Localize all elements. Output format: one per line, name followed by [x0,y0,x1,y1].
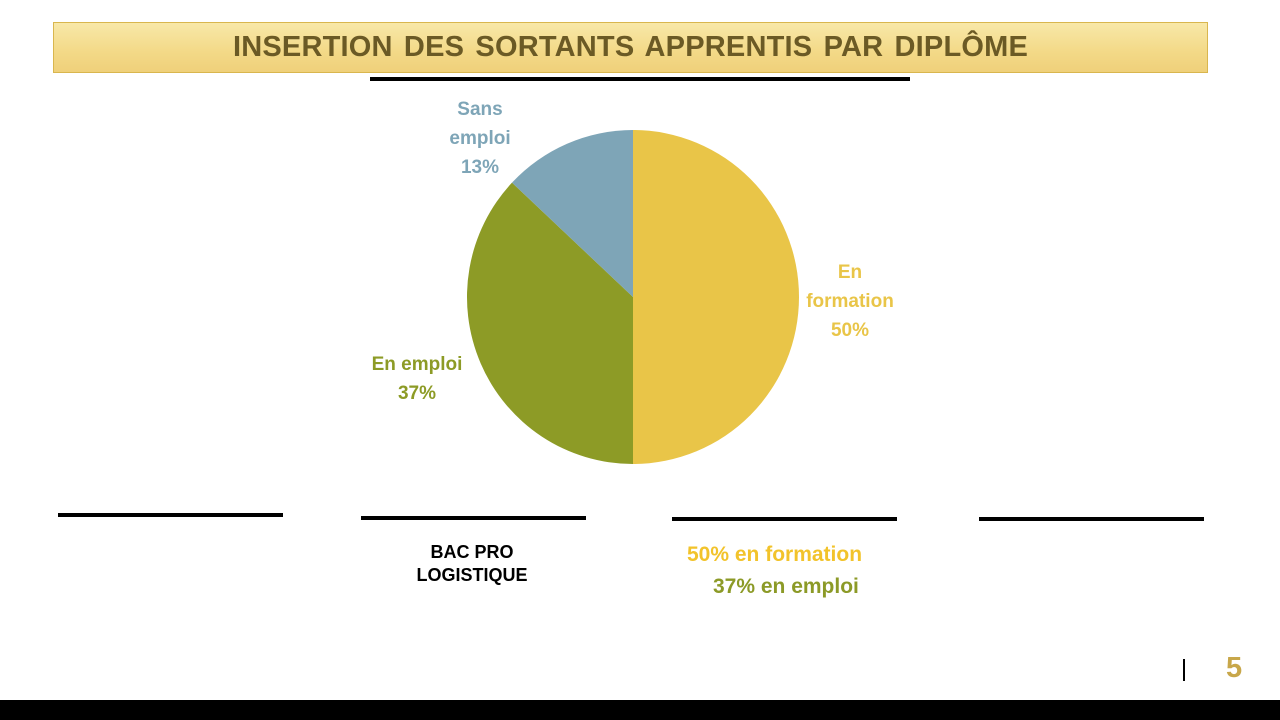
pie-slices [466,130,799,464]
diploma-line-1: BAC PRO [430,542,514,562]
divider-rule-2 [361,516,586,520]
pie-slice-en-emploi [466,182,633,464]
divider-rule-3 [672,517,897,521]
summary-emploi: 37% en emploi [713,575,859,598]
slide-title: INSERTION DES SORTANTS APPRENTIS PAR DIP… [232,31,1029,63]
pie-label-en-emploi: En emploi 37% [372,354,463,404]
title-banner: INSERTION DES SORTANTS APPRENTIS PAR DIP… [53,22,1208,73]
footer-bar [0,700,1280,720]
diploma-line-2: LOGISTIQUE [416,565,528,585]
pie-label-en-formation: En formation 50% [806,262,894,341]
chart-top-rule [370,77,910,81]
diploma-name: BAC PRO LOGISTIQUE [362,541,582,587]
divider-rule-4 [979,517,1204,521]
divider-rule-1 [58,513,283,517]
pie-labels: En formation 50% En emploi 37% Sans emploi 13% [372,99,894,404]
page-number-separator [1183,659,1185,681]
summary-formation: 50% en formation [687,543,863,566]
pie-slice-sans-emploi [511,130,633,297]
pie-label-sans-emploi: Sans emploi 13% [449,99,510,178]
page-number: 5 [1226,652,1243,684]
pie-slice-en-formation [633,130,799,464]
